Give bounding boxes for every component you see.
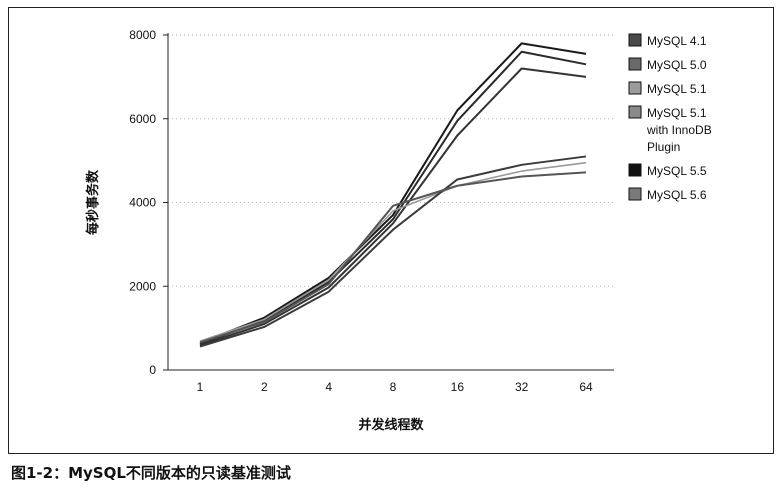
legend-label: Plugin [647, 140, 680, 154]
y-tick-label: 0 [149, 363, 156, 377]
y-axis-title: 每秒事务数 [85, 169, 101, 235]
legend-swatch [628, 33, 642, 47]
x-axis-title: 并发线程数 [358, 417, 424, 433]
y-tick-label: 4000 [129, 196, 156, 210]
x-tick-label: 2 [261, 380, 268, 394]
legend-label: MySQL 5.0 [647, 58, 707, 72]
figure-caption: 图1-2：MySQL不同版本的只读基准测试 [11, 464, 291, 482]
y-tick-label: 2000 [129, 279, 156, 293]
axes: 0 2000 4000 6000 8000 1 2 4 8 16 32 64 [129, 28, 614, 394]
legend-label: MySQL 5.6 [647, 188, 707, 202]
series-line [199, 161, 587, 342]
legend-swatch [628, 187, 642, 201]
series-lines [199, 42, 587, 348]
chart-frame: 0 2000 4000 6000 8000 1 2 4 8 16 32 64 MySQL 4.1 MyS… [8, 7, 774, 454]
x-tick-label: 16 [451, 380, 465, 394]
y-tick-label: 6000 [129, 112, 156, 126]
y-tick-label: 8000 [129, 28, 156, 42]
legend-label: MySQL 5.5 [647, 164, 707, 178]
legend-label: with InnoDB [646, 123, 712, 137]
series-line [199, 171, 587, 344]
legend-label: MySQL 5.1 [647, 82, 707, 96]
x-tick-label: 32 [515, 380, 529, 394]
series-line [199, 42, 587, 344]
legend-swatch [628, 163, 642, 177]
x-tick-label: 1 [197, 380, 204, 394]
legend-label: MySQL 5.1 [647, 106, 707, 120]
series-line [199, 155, 587, 348]
legend-swatch [628, 105, 642, 119]
legend: MySQL 4.1 MySQL 5.0 MySQL 5.1 MySQL 5.1 with… [628, 33, 712, 202]
legend-swatch [628, 57, 642, 71]
series-line [199, 67, 587, 347]
legend-label: MySQL 4.1 [647, 34, 707, 48]
x-tick-label: 64 [579, 380, 593, 394]
x-tick-label: 4 [325, 380, 332, 394]
legend-swatch [628, 81, 642, 95]
series-line [199, 50, 587, 345]
x-tick-label: 8 [390, 380, 397, 394]
